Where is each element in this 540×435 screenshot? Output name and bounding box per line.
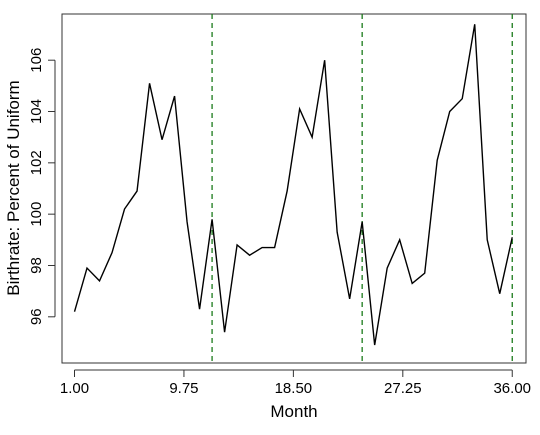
x-axis: 1.00 9.75 18.50 27.25 36.00 xyxy=(60,369,531,397)
reference-lines xyxy=(211,14,513,363)
y-tick-label: 98 xyxy=(28,257,45,274)
x-tick-label: 36.00 xyxy=(493,380,531,397)
plot-area-frame xyxy=(61,13,527,364)
series-layer xyxy=(73,24,513,346)
y-tick-label: 96 xyxy=(28,308,45,325)
series-line-0 xyxy=(73,24,513,346)
y-axis-title: Birthrate: Percent of Uniform xyxy=(4,80,23,295)
y-axis: 96 98 100 102 104 106 xyxy=(28,48,56,325)
y-tick-label: 102 xyxy=(28,150,45,175)
x-axis-title: Month xyxy=(270,402,317,421)
y-tick-label: 100 xyxy=(28,202,45,227)
y-tick-label: 104 xyxy=(28,99,45,124)
x-tick-label: 1.00 xyxy=(60,380,89,397)
x-tick-label: 27.25 xyxy=(384,380,422,397)
x-tick-label: 18.50 xyxy=(275,380,313,397)
y-tick-label: 106 xyxy=(28,48,45,73)
x-tick-label: 9.75 xyxy=(169,380,198,397)
